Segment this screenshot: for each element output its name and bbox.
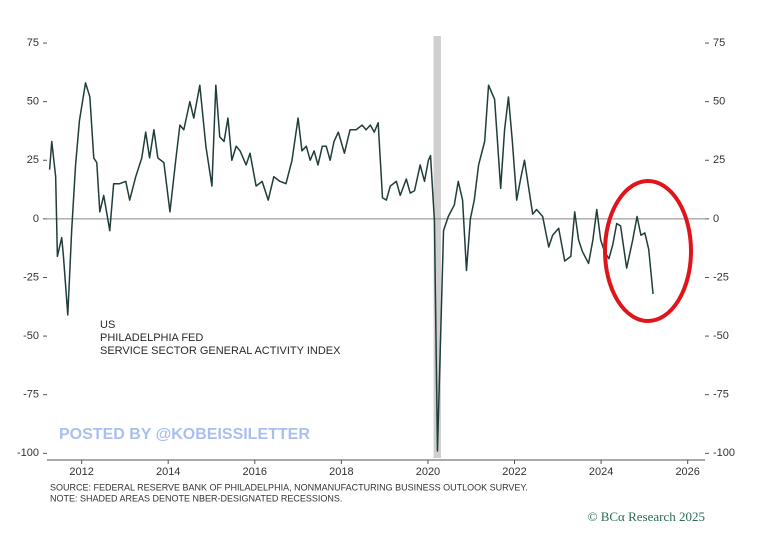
watermark: POSTED BY @KOBEISSILETTER xyxy=(59,426,310,443)
y2-tick-label: -75 xyxy=(713,389,729,401)
x-tick-label: 2016 xyxy=(243,466,267,478)
y-tick-label: 25 xyxy=(27,154,39,166)
credit: © BCα Research 2025 xyxy=(588,509,705,524)
recession-band xyxy=(433,36,441,458)
y2-tick-label: 0 xyxy=(713,213,719,225)
x-tick-label: 2014 xyxy=(156,466,180,478)
source: NOTE: SHADED AREAS DENOTE NBER-DESIGNATE… xyxy=(50,493,342,503)
x-tick-label: 2020 xyxy=(416,466,440,478)
y2-tick-label: 25 xyxy=(713,154,725,166)
y-tick-label: 75 xyxy=(27,37,39,49)
y-tick-label: -75 xyxy=(23,389,39,401)
y-tick-label: -50 xyxy=(23,330,39,342)
x-tick-label: 2026 xyxy=(675,466,699,478)
x-tick-label: 2022 xyxy=(502,466,526,478)
y-tick-label: 0 xyxy=(33,213,39,225)
data-line xyxy=(48,82,654,452)
y2-tick-label: -50 xyxy=(713,330,729,342)
x-tick-label: 2012 xyxy=(69,466,93,478)
source: SOURCE: FEDERAL RESERVE BANK OF PHILADEL… xyxy=(50,482,528,492)
y-tick-label: 50 xyxy=(27,96,39,108)
x-tick-label: 2018 xyxy=(329,466,353,478)
annotation: US xyxy=(100,319,115,331)
y2-tick-label: 75 xyxy=(713,37,725,49)
y2-tick-label: -25 xyxy=(713,271,729,283)
y-tick-label: -25 xyxy=(23,271,39,283)
y-tick-label: -100 xyxy=(17,447,39,459)
annotation: PHILADELPHIA FED xyxy=(100,332,203,344)
highlight-circle xyxy=(603,179,693,323)
x-tick-label: 2024 xyxy=(589,466,613,478)
y2-tick-label: -100 xyxy=(713,447,735,459)
y2-tick-label: 50 xyxy=(713,96,725,108)
annotation: SERVICE SECTOR GENERAL ACTIVITY INDEX xyxy=(100,345,341,357)
